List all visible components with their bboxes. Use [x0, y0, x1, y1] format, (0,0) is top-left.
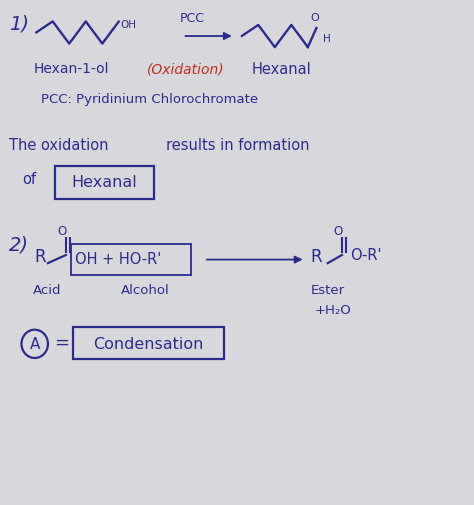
Text: 2): 2) [9, 235, 29, 254]
Text: (Oxidation): (Oxidation) [147, 62, 225, 76]
Text: R: R [310, 247, 322, 266]
Text: R: R [35, 247, 46, 266]
Text: results in formation: results in formation [166, 138, 310, 153]
Text: O: O [57, 224, 67, 237]
Text: Hexanal: Hexanal [251, 62, 311, 77]
Text: Hexan-1-ol: Hexan-1-ol [34, 62, 109, 76]
Text: O: O [334, 224, 343, 237]
Text: OH + HO-R': OH + HO-R' [75, 251, 162, 267]
Bar [73, 327, 224, 360]
Text: OH: OH [120, 20, 136, 30]
Text: PCC: Pyridinium Chlorochromate: PCC: Pyridinium Chlorochromate [41, 92, 258, 106]
Text: 1): 1) [9, 15, 29, 34]
Text: Hexanal: Hexanal [72, 175, 137, 190]
Text: =: = [54, 333, 69, 351]
Text: O: O [310, 13, 319, 23]
Text: H: H [323, 34, 331, 44]
Text: +H₂O: +H₂O [315, 304, 352, 317]
Text: Acid: Acid [33, 284, 61, 297]
Text: Ester: Ester [310, 284, 345, 297]
Text: Alcohol: Alcohol [121, 284, 170, 297]
Bar [71, 245, 191, 275]
Text: of: of [22, 172, 36, 187]
Text: O-R': O-R' [350, 247, 382, 263]
Bar [55, 167, 155, 199]
Text: A: A [29, 337, 40, 351]
Text: PCC: PCC [180, 12, 205, 25]
Text: The oxidation: The oxidation [9, 138, 109, 153]
Text: Condensation: Condensation [93, 336, 203, 351]
